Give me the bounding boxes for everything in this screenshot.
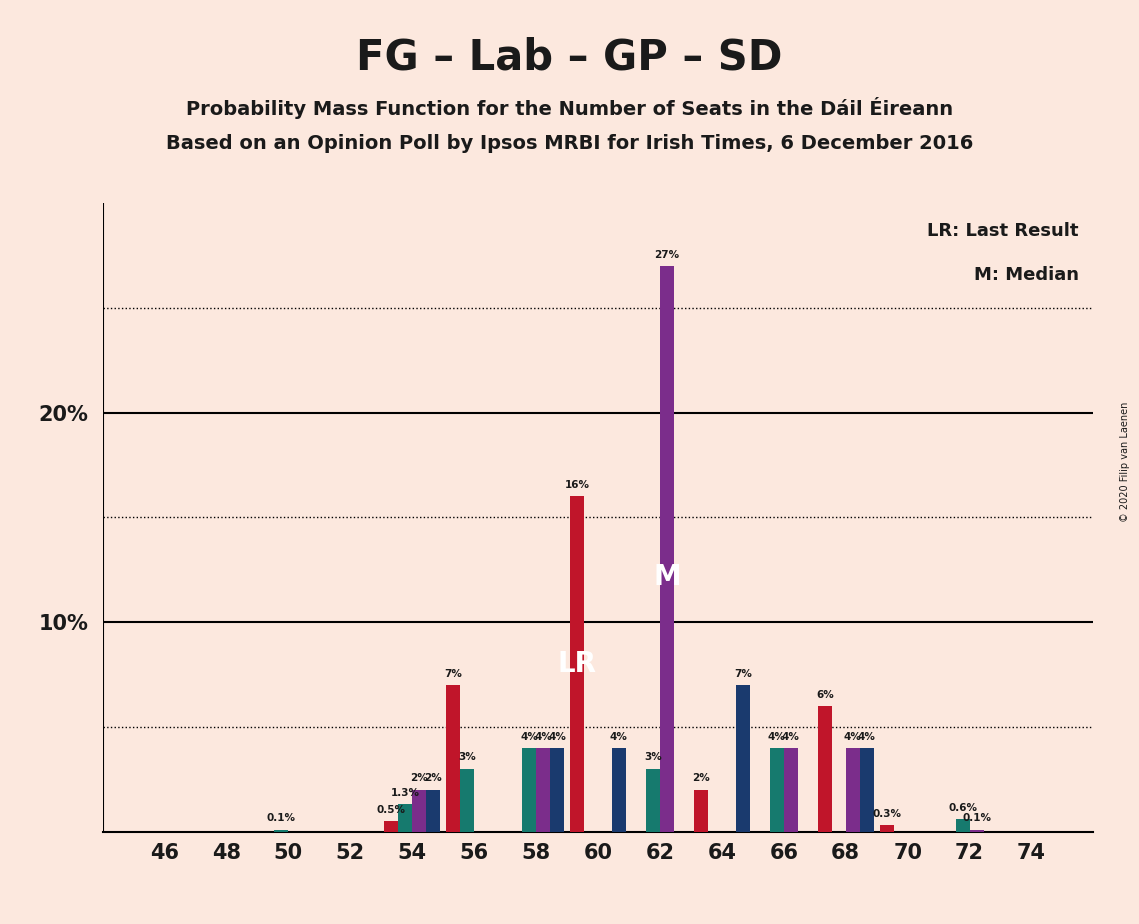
- Bar: [460, 769, 474, 832]
- Bar: [736, 685, 749, 832]
- Text: 3%: 3%: [644, 752, 662, 762]
- Bar: [522, 748, 536, 832]
- Bar: [446, 685, 460, 832]
- Bar: [818, 706, 831, 832]
- Text: LR: Last Result: LR: Last Result: [927, 222, 1079, 240]
- Text: Based on an Opinion Poll by Ipsos MRBI for Irish Times, 6 December 2016: Based on an Opinion Poll by Ipsos MRBI f…: [166, 134, 973, 153]
- Bar: [274, 830, 288, 832]
- Bar: [659, 266, 674, 832]
- Text: LR: LR: [558, 650, 597, 678]
- Bar: [770, 748, 784, 832]
- Text: 27%: 27%: [654, 249, 680, 260]
- Bar: [646, 769, 659, 832]
- Text: 7%: 7%: [734, 669, 752, 679]
- Bar: [784, 748, 797, 832]
- Bar: [550, 748, 564, 832]
- Bar: [969, 830, 983, 832]
- Bar: [571, 496, 584, 832]
- Text: 16%: 16%: [565, 480, 590, 491]
- Text: 1.3%: 1.3%: [391, 788, 419, 798]
- Bar: [384, 821, 399, 832]
- Text: 4%: 4%: [534, 732, 552, 742]
- Text: 4%: 4%: [521, 732, 538, 742]
- Text: © 2020 Filip van Laenen: © 2020 Filip van Laenen: [1121, 402, 1130, 522]
- Text: 0.3%: 0.3%: [872, 809, 901, 819]
- Bar: [956, 819, 969, 832]
- Text: 0.5%: 0.5%: [377, 805, 405, 815]
- Text: 7%: 7%: [444, 669, 462, 679]
- Text: 0.1%: 0.1%: [267, 813, 296, 823]
- Bar: [860, 748, 874, 832]
- Text: 4%: 4%: [611, 732, 628, 742]
- Text: 4%: 4%: [844, 732, 861, 742]
- Bar: [412, 790, 426, 832]
- Text: 4%: 4%: [781, 732, 800, 742]
- Text: 0.6%: 0.6%: [948, 803, 977, 813]
- Bar: [536, 748, 550, 832]
- Bar: [426, 790, 440, 832]
- Text: 4%: 4%: [768, 732, 786, 742]
- Text: 0.1%: 0.1%: [962, 813, 991, 823]
- Text: M: Median: M: Median: [974, 266, 1079, 284]
- Bar: [694, 790, 708, 832]
- Bar: [879, 825, 894, 832]
- Text: 2%: 2%: [693, 773, 710, 784]
- Text: 4%: 4%: [548, 732, 566, 742]
- Text: 3%: 3%: [458, 752, 476, 762]
- Text: 4%: 4%: [858, 732, 876, 742]
- Bar: [399, 805, 412, 832]
- Text: M: M: [653, 563, 681, 591]
- Text: 2%: 2%: [410, 773, 428, 784]
- Text: 6%: 6%: [816, 689, 834, 699]
- Bar: [612, 748, 625, 832]
- Text: Probability Mass Function for the Number of Seats in the Dáil Éireann: Probability Mass Function for the Number…: [186, 97, 953, 119]
- Bar: [845, 748, 860, 832]
- Text: 2%: 2%: [424, 773, 442, 784]
- Text: FG – Lab – GP – SD: FG – Lab – GP – SD: [357, 37, 782, 79]
